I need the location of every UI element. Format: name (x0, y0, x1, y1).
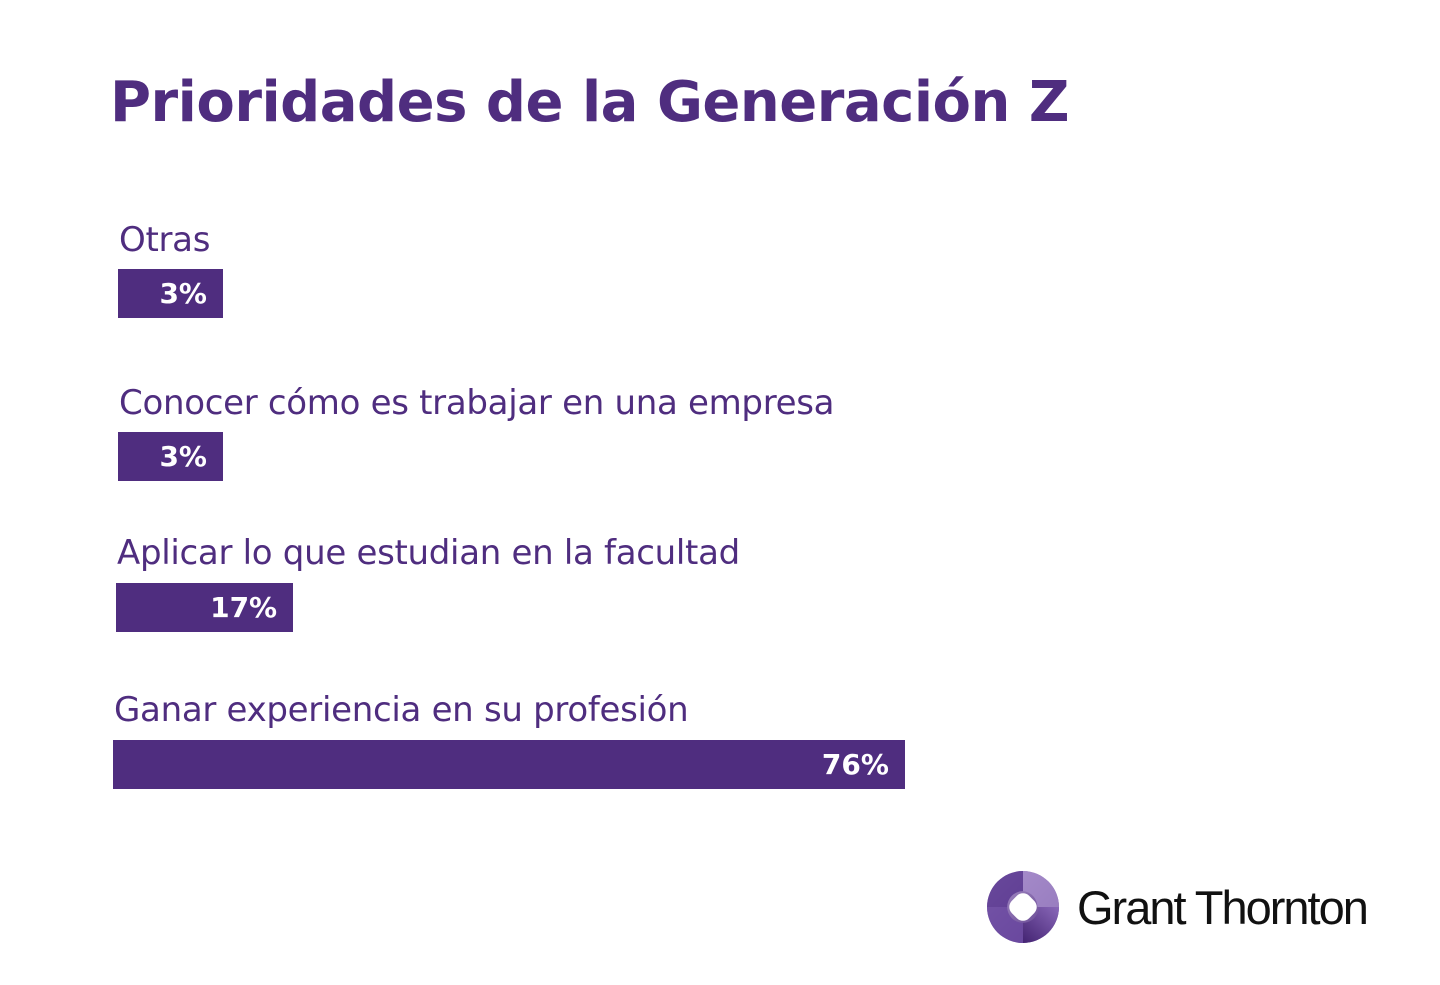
bar-value-label: 17% (210, 591, 278, 624)
grant-thornton-swirl-icon (987, 871, 1059, 943)
grant-thornton-logo: Grant Thornton (987, 871, 1369, 943)
category-label: Conocer cómo es trabajar en una empresa (119, 383, 835, 423)
bar: 76% (113, 740, 905, 789)
bar: 3% (118, 432, 223, 481)
chart-title: Prioridades de la Generación Z (110, 70, 1069, 135)
bar: 3% (118, 269, 223, 318)
bar-value-label: 3% (159, 440, 207, 473)
category-label: Aplicar lo que estudian en la facultad (117, 533, 740, 573)
bar-value-label: 3% (159, 277, 207, 310)
bar-value-label: 76% (821, 748, 889, 781)
category-label: Otras (119, 220, 211, 260)
bar: 17% (116, 583, 294, 632)
brand-name: Grant Thornton (1077, 880, 1369, 934)
category-label: Ganar experiencia en su profesión (114, 690, 689, 730)
